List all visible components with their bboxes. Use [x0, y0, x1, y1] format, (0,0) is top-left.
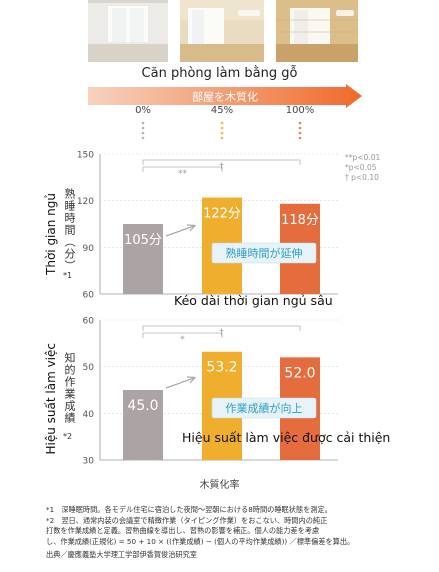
y-tick-label: 120	[77, 197, 94, 207]
connector-dot	[220, 121, 224, 125]
footnote-3: 打数を作業成績と定義。習熟曲線を導出し、習熟の影響を補正。個人の能力差を考慮	[46, 526, 320, 535]
y-tick-label: 90	[83, 244, 95, 254]
sleep-ylabel: 熟睡時間（分）	[63, 188, 76, 272]
work-ylabel: 知的作業成績	[63, 352, 76, 424]
significance-legend-item: **p<0.01	[345, 153, 380, 162]
bar-value-label: 122分	[203, 207, 241, 222]
connector-dot	[141, 126, 145, 130]
work-subtitle-vi: Hiệu suất làm việc được cải thiện	[182, 430, 391, 445]
callout-box	[211, 242, 317, 264]
connector-dot	[220, 131, 224, 135]
bar-value-label: 118分	[281, 213, 319, 228]
y-tick-label: 60	[83, 317, 95, 327]
connector-dot	[141, 121, 145, 125]
room-photo-45	[180, 0, 264, 62]
pct-label-45: 45%	[210, 105, 234, 116]
y-tick-label: 40	[83, 410, 95, 420]
bar-0pct	[123, 224, 163, 294]
significance-legend-item: *p<0.05	[345, 163, 377, 172]
percentage-header: 0% 45% 100%	[0, 105, 439, 121]
bar-value-label: 52.0	[284, 365, 315, 381]
trend-arrow	[165, 377, 195, 389]
bar-value-label: 45.0	[127, 398, 158, 414]
significance-bracket	[142, 166, 223, 172]
significance-bracket	[142, 332, 223, 338]
callout-text: 作業成績が向上	[226, 401, 303, 415]
significance-mark: *	[180, 335, 185, 345]
significance-bracket	[142, 325, 301, 331]
significance-bracket	[142, 159, 301, 165]
room-photo-0	[88, 0, 168, 62]
connector-dot	[141, 136, 145, 140]
y-tick-label: 50	[83, 363, 95, 373]
connector-dot	[298, 131, 302, 135]
bar-value-label: 53.2	[206, 360, 237, 376]
work-ylabel-note: *2	[63, 432, 73, 441]
connector-dot	[220, 126, 224, 130]
pct-label-0: 0%	[135, 105, 151, 116]
y-tick-label: 150	[77, 151, 94, 161]
connector-dot	[141, 131, 145, 135]
callout-text: 熟睡時間が延伸	[226, 246, 303, 260]
trend-arrowhead	[186, 224, 197, 232]
bar-0pct	[123, 390, 163, 460]
significance-mark: †	[219, 328, 224, 338]
significance-mark: †	[219, 162, 224, 172]
trend-arrow	[165, 225, 195, 237]
sleep-ylabel-vi: Thời gian ngủ	[44, 193, 58, 275]
room-label-vi: Căn phòng làm bằng gỗ	[141, 66, 298, 81]
footnote-source: 出典／慶應義塾大学理工学部伊香賀俊治研究室	[46, 550, 197, 559]
connector-dot	[298, 126, 302, 130]
sleep-subtitle-vi: Kéo dài thời gian ngủ sâu	[174, 293, 333, 308]
wood-ratio-arrow: 部屋を木質化	[88, 84, 362, 108]
connector-dot	[298, 136, 302, 140]
bar-value-label: 105分	[124, 233, 162, 248]
ratio-dot-connectors	[141, 121, 302, 140]
sleep-ylabel-note: *1	[63, 271, 73, 280]
significance-mark: **	[178, 169, 188, 179]
footnote-4: し、作業成績(正規化) = 50 + 10 × ((作業成績) − (個人の平均…	[46, 536, 355, 546]
footnotes: *1 深睡眠時間。各モデル住宅に宿泊した夜間～翌朝における8時間の睡眠状態を測定…	[46, 505, 426, 561]
room-photo-100	[276, 0, 358, 62]
callout-box	[211, 397, 317, 419]
y-tick-label: 30	[83, 457, 95, 467]
connector-dot	[220, 136, 224, 140]
connector-dot	[298, 121, 302, 125]
footnote-2: *2 翌日、通常内装の会議室で精緻作業（タイピング作業）をおこない、時間内の純正	[46, 515, 328, 525]
pct-label-100: 100%	[285, 105, 315, 116]
y-tick-label: 60	[83, 291, 95, 301]
trend-arrowhead	[186, 376, 197, 384]
footnote-1: *1 深睡眠時間。各モデル住宅に宿泊した夜間～翌朝における8時間の睡眠状態を測定…	[46, 505, 332, 514]
work-ylabel-vi: Hiệu suất làm việc	[44, 343, 58, 455]
significance-legend-item: † p<0.10	[345, 173, 379, 182]
arrow-label: 部屋を木質化	[192, 90, 258, 104]
x-axis-title: 木質化率	[199, 480, 240, 491]
